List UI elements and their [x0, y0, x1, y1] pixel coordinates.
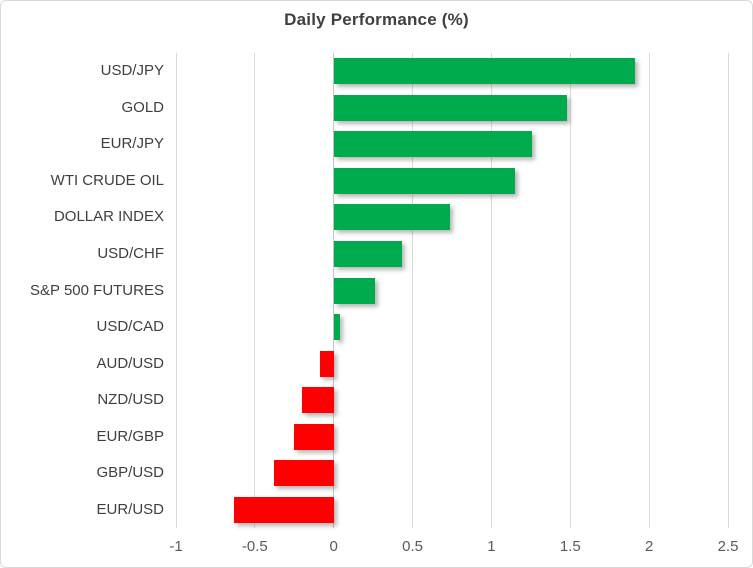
bar-eur-gbp — [294, 423, 334, 450]
bar-eur-usd — [234, 496, 334, 523]
bar-eur-jpy — [333, 131, 533, 158]
chart-title: Daily Performance (%) — [284, 10, 469, 29]
gridline — [569, 53, 571, 528]
bar-usd-jpy — [333, 58, 635, 85]
bar-s-p-500-futures — [333, 277, 375, 304]
x-tick-label: 0.5 — [402, 538, 423, 555]
bar-dollar-index — [333, 204, 451, 231]
category-label-usd-chf: USD/CHF — [97, 244, 164, 262]
gridline — [490, 53, 492, 528]
category-label-eur-gbp: EUR/GBP — [96, 427, 164, 445]
x-tick-label: 1.5 — [559, 538, 581, 555]
gridline — [175, 53, 177, 528]
category-label-gold: GOLD — [121, 98, 164, 116]
category-label-usd-cad: USD/CAD — [96, 318, 164, 336]
gridline — [727, 53, 729, 528]
bar-usd-cad — [333, 314, 340, 341]
category-label-nzd-usd: NZD/USD — [97, 391, 164, 409]
bar-nzd-usd — [302, 387, 334, 414]
x-tick-label: -1 — [169, 538, 183, 555]
category-label-aud-usd: AUD/USD — [96, 354, 164, 372]
bar-aud-usd — [319, 350, 334, 377]
x-tick-label: 2 — [644, 538, 654, 555]
bar-wti-crude-oil — [333, 167, 516, 194]
gridline — [648, 53, 650, 528]
bar-gold — [333, 94, 568, 121]
x-tick-label: 1 — [487, 538, 496, 555]
category-label-dollar-index: DOLLAR INDEX — [53, 208, 164, 226]
x-tick-label: 0 — [329, 538, 338, 555]
gridline — [412, 53, 414, 528]
category-label-gbp-usd: GBP/USD — [96, 464, 164, 482]
bar-usd-chf — [333, 240, 402, 267]
x-tick-label: -0.5 — [241, 538, 268, 555]
category-label-usd-jpy: USD/JPY — [100, 62, 164, 80]
category-label-eur-jpy: EUR/JPY — [100, 135, 164, 153]
category-label-s-p-500-futures: S&P 500 FUTURES — [30, 281, 164, 299]
category-label-eur-usd: EUR/USD — [96, 500, 164, 518]
bar-gbp-usd — [273, 460, 334, 487]
category-label-wti-crude-oil: WTI CRUDE OIL — [50, 171, 164, 189]
gridline — [254, 53, 256, 528]
x-tick-label: 2.5 — [717, 538, 739, 555]
